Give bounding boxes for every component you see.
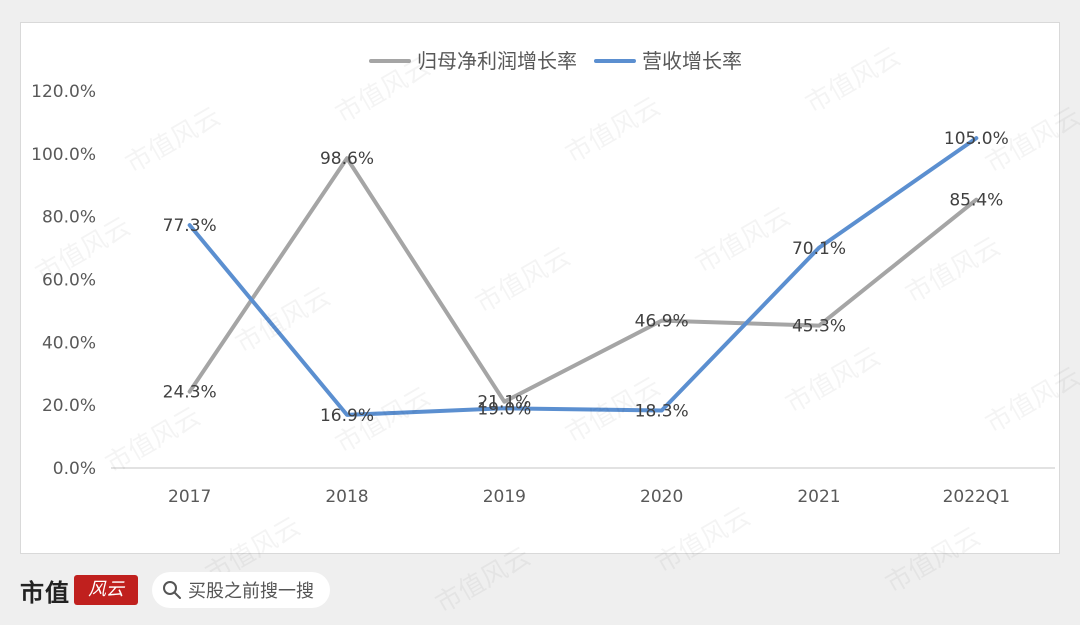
data-label: 105.0% bbox=[944, 129, 1009, 149]
y-tick-label: 80.0% bbox=[42, 208, 96, 228]
series-lines bbox=[187, 136, 979, 417]
legend-label: 归母净利润增长率 bbox=[417, 49, 577, 73]
x-tick-label: 2017 bbox=[168, 487, 211, 507]
footer-bar: 市值 风云 买股之前搜一搜 bbox=[20, 568, 330, 612]
brand-logo: 市值 bbox=[20, 577, 70, 607]
x-axis: 2017 2018 2019 2020 2021 2022Q1 bbox=[111, 467, 1055, 507]
x-tick-label: 2018 bbox=[325, 487, 368, 507]
data-label: 18.3% bbox=[635, 402, 689, 422]
x-tick-label: 2021 bbox=[797, 487, 840, 507]
legend: 归母净利润增长率 营收增长率 bbox=[369, 49, 742, 73]
chart-card: 归母净利润增长率 营收增长率 0.0% 20.0% 40.0% 60.0% 80.0% 10… bbox=[20, 22, 1060, 554]
search-text: 买股之前搜一搜 bbox=[188, 581, 314, 602]
y-tick-label: 120.0% bbox=[31, 82, 96, 102]
data-label: 70.1% bbox=[792, 239, 846, 259]
series-line-1 bbox=[187, 156, 979, 404]
y-tick-label: 100.0% bbox=[31, 145, 96, 165]
data-labels: 24.3% 98.6% 21.1% 46.9% 45.3% 85.4% 77.3% 16.9%… bbox=[163, 129, 1009, 426]
legend-label: 营收增长率 bbox=[642, 49, 742, 73]
data-label: 77.3% bbox=[163, 216, 217, 236]
data-label: 24.3% bbox=[163, 383, 217, 403]
y-axis: 0.0% 20.0% 40.0% 60.0% 80.0% 100.0% 120.0% bbox=[31, 82, 96, 479]
data-label: 98.6% bbox=[320, 149, 374, 169]
line-chart: 归母净利润增长率 营收增长率 0.0% 20.0% 40.0% 60.0% 80.0% 10… bbox=[31, 49, 1055, 507]
data-label: 16.9% bbox=[320, 406, 374, 426]
data-label: 85.4% bbox=[949, 191, 1003, 211]
data-label: 45.3% bbox=[792, 317, 846, 337]
x-tick-label: 2022Q1 bbox=[943, 487, 1010, 507]
x-tick-label: 2020 bbox=[640, 487, 683, 507]
x-tick-label: 2019 bbox=[483, 487, 526, 507]
series-line-2 bbox=[187, 136, 979, 417]
search-box[interactable]: 买股之前搜一搜 bbox=[152, 572, 330, 608]
y-tick-label: 60.0% bbox=[42, 271, 96, 291]
y-tick-label: 20.0% bbox=[42, 396, 96, 416]
data-label: 21.1% bbox=[477, 393, 531, 413]
data-label: 19.0% bbox=[477, 399, 531, 419]
y-tick-label: 40.0% bbox=[42, 333, 96, 353]
brand-logo-mark: 风云 bbox=[74, 575, 138, 605]
y-tick-label: 0.0% bbox=[53, 459, 96, 479]
search-icon bbox=[163, 581, 181, 599]
data-label: 46.9% bbox=[635, 312, 689, 332]
